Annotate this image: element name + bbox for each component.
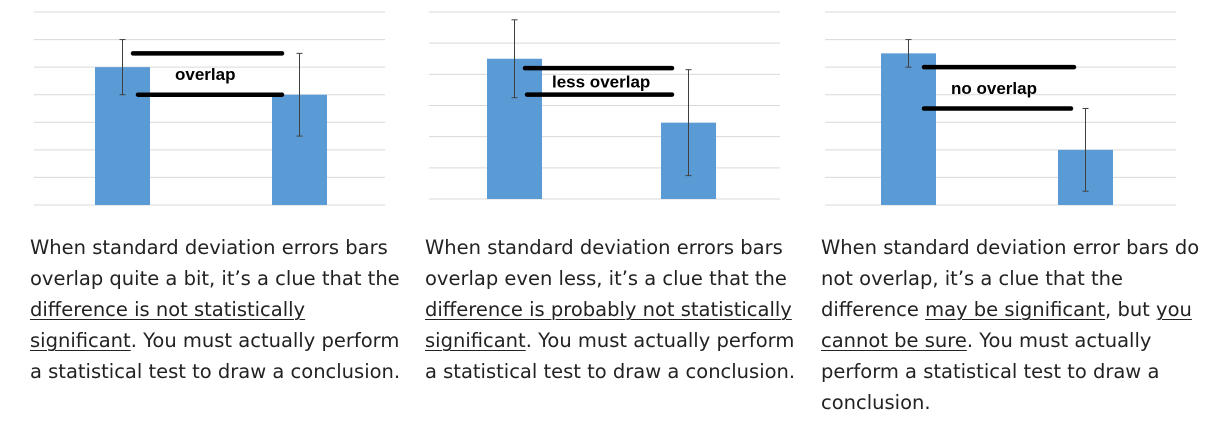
annotation-label: overlap	[175, 65, 235, 84]
caption-text: . You must actually perform a statistica…	[821, 329, 1160, 414]
panel-less-overlap: less overlap When standard deviation err…	[425, 0, 820, 426]
panel-no-overlap: no overlap When standard deviation error…	[821, 0, 1216, 426]
caption-text: When standard deviation errors bars over…	[425, 236, 787, 290]
caption-text: When standard deviation errors bars	[30, 236, 388, 259]
annotation-label: less overlap	[552, 72, 650, 91]
caption-overlap: When standard deviation errors bars over…	[30, 232, 410, 387]
caption-emphasis: may be significant	[925, 298, 1106, 321]
annotation-label: no overlap	[951, 79, 1037, 98]
caption-text: overlap quite a bit, it’s a clue that th…	[30, 267, 400, 290]
chart-no-overlap: no overlap	[825, 11, 1176, 206]
caption-text: When standard deviation error bars do no…	[821, 236, 1200, 321]
caption-no-overlap: When standard deviation error bars do no…	[821, 232, 1201, 418]
caption-emphasis: difference is probably not statistically…	[425, 298, 792, 352]
caption-less-overlap: When standard deviation errors bars over…	[425, 232, 805, 387]
caption-text: . You must actually perform a statistica…	[425, 329, 796, 383]
chart-overlap: overlap	[34, 11, 385, 206]
caption-emphasis: difference is not statistically	[30, 298, 306, 321]
panel-overlap: overlap When standard deviation errors b…	[30, 0, 425, 426]
caption-emphasis: you cannot be sure	[821, 298, 1192, 352]
caption-text: , but	[1105, 298, 1157, 321]
caption-emphasis: significant	[30, 329, 131, 352]
caption-text: . You must actually perform a statistica…	[30, 329, 401, 383]
chart-less-overlap: less overlap	[429, 11, 780, 200]
bar-1	[881, 53, 936, 205]
